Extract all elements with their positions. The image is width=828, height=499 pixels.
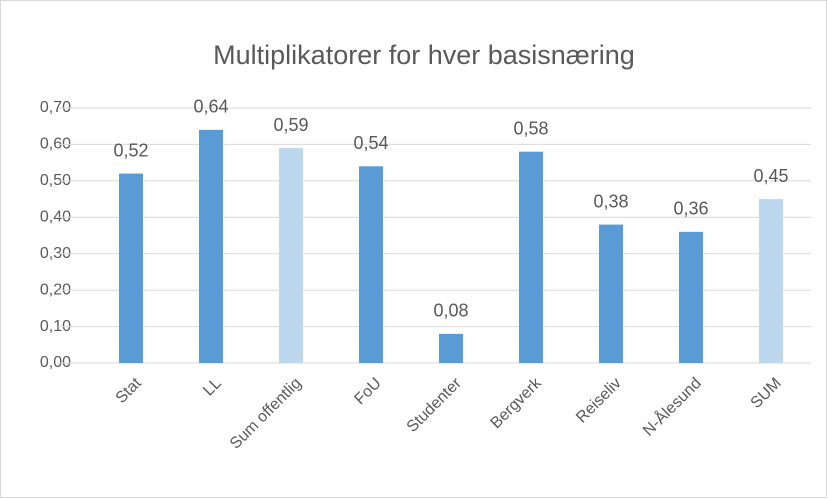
data-label: 0,54 [353, 133, 388, 153]
data-label: 0,08 [433, 301, 468, 321]
bar [279, 148, 303, 363]
data-label: 0,64 [193, 97, 228, 117]
data-label: 0,52 [113, 140, 148, 160]
y-tick-label: 0,60 [40, 136, 71, 153]
y-tick-label: 0,50 [40, 172, 71, 189]
bar [359, 166, 383, 363]
data-label: 0,58 [513, 118, 548, 138]
bar [119, 173, 143, 363]
data-label: 0,38 [593, 191, 628, 211]
data-label: 0,36 [673, 199, 708, 219]
bar [679, 231, 703, 363]
data-label: 0,59 [273, 115, 308, 135]
data-label: 0,45 [753, 166, 788, 186]
y-tick-label: 0,70 [40, 99, 71, 116]
bar [759, 199, 783, 363]
bar [439, 333, 463, 363]
bar [199, 129, 223, 363]
y-tick-label: 0,00 [40, 354, 71, 371]
chart-title: Multiplikatorer for hver basisnæring [213, 40, 635, 70]
bar [519, 151, 543, 363]
y-tick-label: 0,30 [40, 245, 71, 262]
y-tick-label: 0,10 [40, 318, 71, 335]
y-tick-label: 0,20 [40, 281, 71, 298]
y-tick-label: 0,40 [40, 209, 71, 226]
bar [599, 224, 623, 363]
